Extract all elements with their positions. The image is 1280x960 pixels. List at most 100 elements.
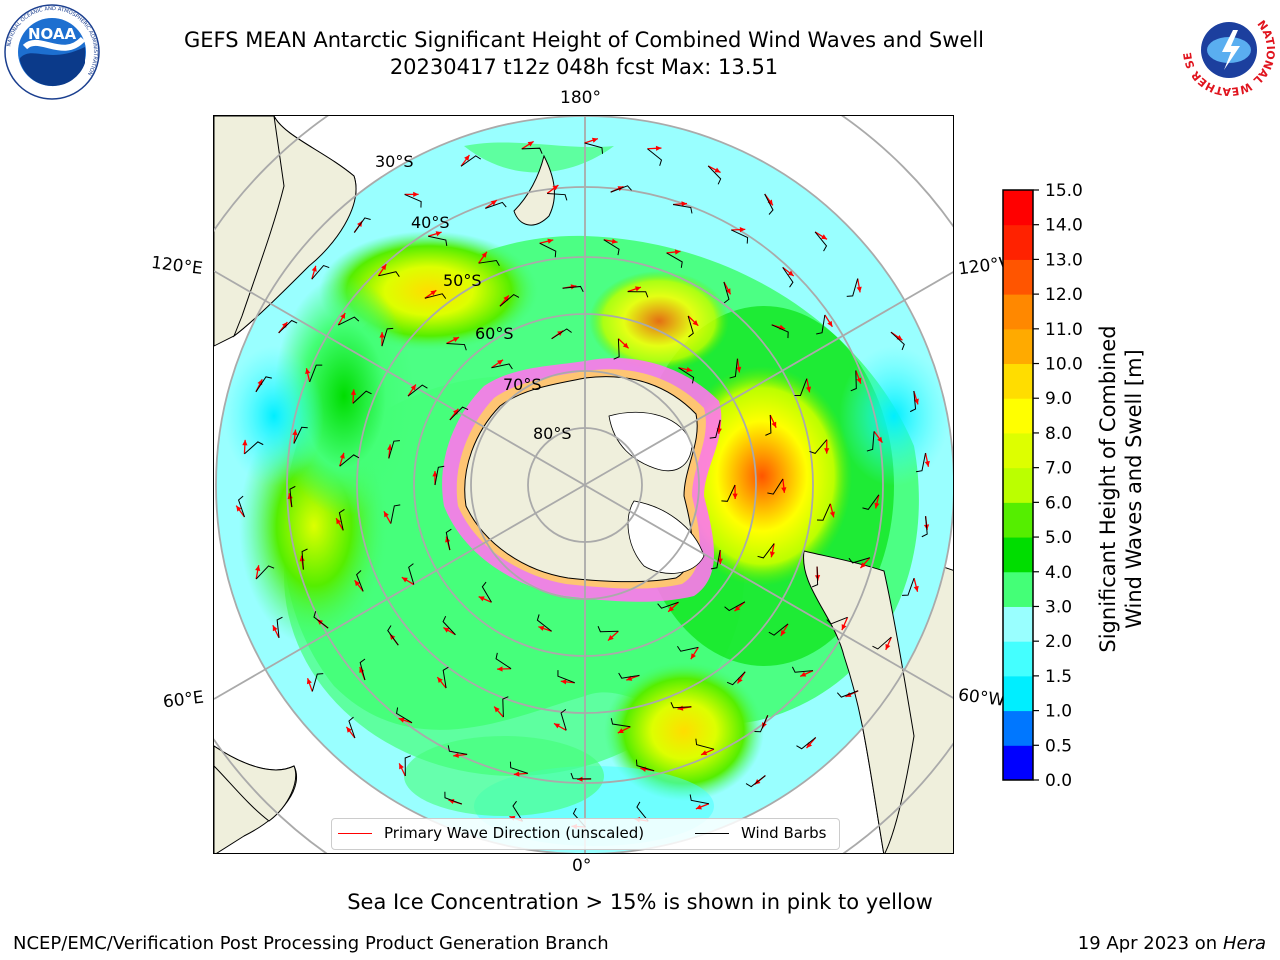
wave-arrow-head (242, 439, 248, 446)
wave-arrow-head (734, 605, 741, 612)
wave-arrow-head (236, 505, 242, 512)
legend-line-black (695, 832, 729, 834)
lat-label-30s: 30°S (375, 152, 414, 171)
antarctica (442, 357, 722, 602)
wind-barb (610, 718, 631, 728)
colorbar-segment (1003, 328, 1033, 365)
wind-barb (687, 315, 694, 338)
wave-arrow-head (924, 460, 930, 467)
colorbar-title-line-2: Wind Waves and Swell [m] (1122, 349, 1146, 629)
footer-host: Hera (1222, 933, 1266, 954)
wind-barb (442, 615, 456, 636)
wind-barb (502, 696, 509, 718)
footer-date-text: 19 Apr 2023 on (1077, 933, 1223, 954)
wind-barb (378, 271, 400, 277)
wind-barb (512, 800, 523, 822)
wind-barb (647, 148, 663, 166)
colorbar-tick-label: 1.0 (1045, 702, 1072, 722)
wind-barb (478, 260, 500, 267)
wind-barb (796, 737, 817, 750)
wind-barb (677, 645, 699, 652)
colorbar-tick-label: 1.5 (1045, 667, 1072, 687)
wind-barb (446, 343, 467, 351)
colorbar-segment (1003, 641, 1033, 677)
colorbar-tick-label: 5.0 (1045, 528, 1072, 548)
wave-arrow-head (494, 706, 500, 713)
colorbar-tick-label: 4.0 (1045, 563, 1072, 583)
wind-barb (547, 192, 568, 201)
wind-barb (424, 293, 447, 299)
wind-barb (636, 801, 649, 822)
polar-map (214, 116, 953, 853)
wind-barb (850, 370, 857, 392)
wind-barb (404, 193, 422, 208)
wind-barb (278, 319, 298, 334)
wind-barb (791, 666, 814, 673)
wind-barb (909, 390, 917, 413)
lat-label-50s: 50°S (443, 271, 482, 290)
wave-arrow-head (490, 200, 497, 206)
wind-barb (768, 623, 789, 636)
map-frame (213, 115, 954, 854)
colorbar-tick-label: 14.0 (1045, 216, 1083, 236)
wave-arrow-head (340, 312, 346, 319)
wave-arrow-head (824, 448, 830, 454)
wave-arrow-head (478, 596, 485, 602)
colorbar-segment (1003, 502, 1033, 538)
wave-arrow-head (787, 270, 794, 277)
wind-barb (618, 672, 640, 679)
wave-arrow-head (827, 320, 833, 327)
wave-arrow-head (398, 717, 405, 723)
wind-barb (396, 707, 413, 724)
colorbar-tick-label: 10.0 (1045, 355, 1083, 375)
wind-barb (723, 281, 730, 304)
colorbar-tick-label: 7.0 (1045, 459, 1072, 479)
wave-arrow-head (383, 511, 389, 518)
wind-barb (388, 440, 400, 459)
wave-arrow-head (681, 201, 688, 207)
wave-arrow-head (560, 679, 567, 685)
wind-barb (562, 285, 584, 293)
wave-arrow-head (674, 249, 681, 255)
wave-arrow-head (497, 666, 503, 672)
wind-barb (811, 566, 819, 588)
wave-arrow-head (464, 155, 470, 161)
colorbar-segment (1003, 294, 1033, 330)
wind-barb (293, 426, 308, 444)
lat-label-60s: 60°S (475, 324, 514, 343)
wind-barb (434, 465, 445, 486)
wind-barb (915, 452, 926, 473)
wind-barb (597, 626, 619, 633)
wind-barb (313, 611, 329, 629)
wind-barb (339, 454, 360, 467)
wave-arrow-head (860, 562, 867, 569)
colorbar-segment (1003, 224, 1033, 260)
wind-barb (764, 193, 774, 215)
wave-arrow-head (821, 234, 828, 240)
wave-arrow-head (527, 141, 534, 147)
wave-arrow-head (655, 145, 662, 151)
wind-barb (771, 324, 789, 339)
wind-barb (481, 581, 492, 603)
colorbar: 0.0 0.5 1.0 1.5 2.0 3.0 4.0 5.0 6.0 7.0 8.0 9.0 10.0… (1002, 181, 1083, 790)
wind-barb (724, 601, 746, 612)
wind-barb (255, 565, 275, 580)
wave-arrow-head (481, 251, 487, 258)
wave-arrow-head (805, 386, 812, 393)
wind-barb (289, 485, 296, 508)
wind-barb (311, 264, 330, 280)
wind-barb (521, 147, 543, 154)
wind-barb (814, 231, 828, 252)
noaa-logo: NATIONAL OCEANIC AND ATMOSPHERIC ADMINIS… (4, 4, 100, 100)
wind-barb (301, 548, 308, 570)
colorbar-segment (1003, 363, 1033, 399)
wave-arrow-head (336, 518, 342, 525)
wind-barb (767, 478, 784, 495)
wind-barb (862, 494, 880, 510)
wave-arrow-head (800, 671, 807, 677)
wind-barb (603, 239, 620, 256)
wave-arrow-head (401, 577, 408, 583)
wave-arrow-head (690, 653, 696, 660)
footer-date: 19 Apr 2023 on Hera (1078, 933, 1266, 954)
wind-barb (657, 601, 679, 609)
